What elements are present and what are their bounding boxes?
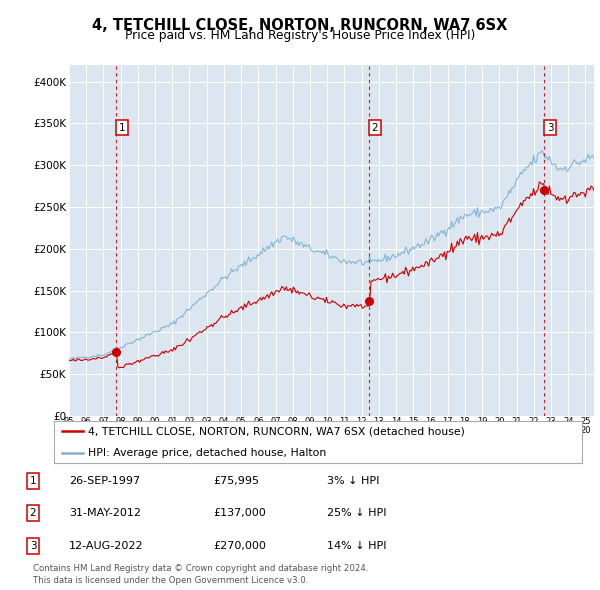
- Text: Price paid vs. HM Land Registry's House Price Index (HPI): Price paid vs. HM Land Registry's House …: [125, 30, 475, 42]
- Text: 3% ↓ HPI: 3% ↓ HPI: [327, 476, 379, 486]
- Text: 31-MAY-2012: 31-MAY-2012: [69, 509, 141, 518]
- Text: 4, TETCHILL CLOSE, NORTON, RUNCORN, WA7 6SX (detached house): 4, TETCHILL CLOSE, NORTON, RUNCORN, WA7 …: [88, 427, 465, 436]
- Text: 1: 1: [119, 123, 125, 133]
- Text: 3: 3: [547, 123, 554, 133]
- Text: 1: 1: [29, 476, 37, 486]
- Text: 3: 3: [29, 541, 37, 550]
- Text: 25% ↓ HPI: 25% ↓ HPI: [327, 509, 386, 518]
- Text: 12-AUG-2022: 12-AUG-2022: [69, 541, 143, 550]
- Text: 2: 2: [371, 123, 378, 133]
- Text: £270,000: £270,000: [213, 541, 266, 550]
- Text: £137,000: £137,000: [213, 509, 266, 518]
- Text: 2: 2: [29, 509, 37, 518]
- Text: HPI: Average price, detached house, Halton: HPI: Average price, detached house, Halt…: [88, 448, 326, 457]
- Text: 4, TETCHILL CLOSE, NORTON, RUNCORN, WA7 6SX: 4, TETCHILL CLOSE, NORTON, RUNCORN, WA7 …: [92, 18, 508, 32]
- Text: 26-SEP-1997: 26-SEP-1997: [69, 476, 140, 486]
- Text: Contains HM Land Registry data © Crown copyright and database right 2024.
This d: Contains HM Land Registry data © Crown c…: [33, 565, 368, 585]
- Text: 14% ↓ HPI: 14% ↓ HPI: [327, 541, 386, 550]
- Text: £75,995: £75,995: [213, 476, 259, 486]
